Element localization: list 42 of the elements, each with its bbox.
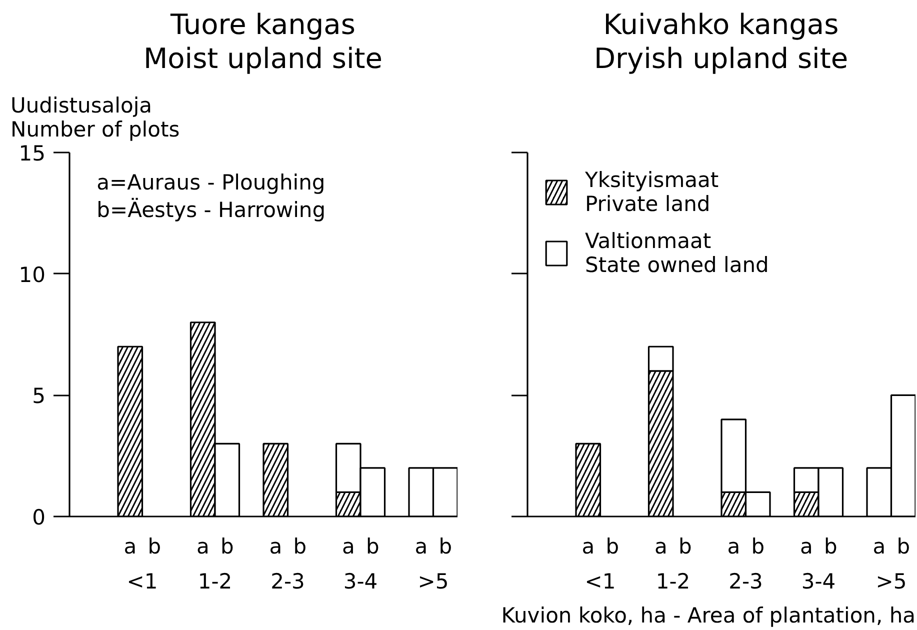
legend-label: Yksityismaat Private land	[585, 168, 719, 216]
x-tick-label: b	[606, 534, 620, 558]
x-tick-label: a	[727, 534, 740, 558]
text: >5	[876, 570, 907, 594]
x-tick-label: b	[438, 534, 452, 558]
annotation: b=Äestys - Harrowing	[96, 197, 326, 222]
text: 1-2	[198, 570, 232, 594]
x-tick-label: a	[124, 534, 137, 558]
x-tick-label: a	[196, 534, 210, 558]
y-tick-label: 5	[32, 384, 46, 408]
x-tick-label: b	[148, 534, 162, 558]
y-axis-title: Uudistusaloja Number of plots	[10, 94, 180, 142]
x-tick-label: b	[824, 534, 838, 558]
text: >5	[418, 570, 449, 594]
x-tick-label: a	[654, 534, 668, 558]
x-tick-label: a	[582, 534, 595, 558]
x-tick-label: b	[751, 534, 765, 558]
y-tick-label: 0	[32, 506, 46, 530]
x-tick-label: b	[896, 534, 910, 558]
text: <1	[126, 570, 158, 594]
annotation: a=Auraus - Ploughing	[96, 170, 326, 195]
text: 3-4	[801, 570, 836, 594]
x-tick-label: a	[872, 534, 886, 558]
x-tick-label: a	[342, 534, 355, 558]
text: 1-2	[656, 570, 690, 594]
x-tick-label: a	[800, 534, 813, 558]
x-tick-label: b	[220, 534, 234, 558]
x-tick-label: b	[366, 534, 380, 558]
legend-label: Valtionmaat State owned land	[585, 229, 769, 277]
y-tick-label: 10	[18, 262, 46, 287]
y-tick-label: 15	[18, 142, 46, 166]
chart-title: Tuore kangas Moist upland site	[144, 8, 382, 76]
x-axis-title: Kuvion koko, ha - Area of plantation, ha	[501, 604, 916, 628]
text: 2-3	[728, 570, 763, 594]
text: <1	[584, 570, 616, 594]
chart-title: Kuivahko kangas Dryish upland site	[594, 8, 848, 76]
x-tick-label: a	[269, 534, 282, 558]
text: 2-3	[270, 570, 305, 594]
x-tick-label: b	[293, 534, 307, 558]
text: 3-4	[343, 570, 378, 594]
x-tick-label: a	[414, 534, 428, 558]
x-tick-label: b	[678, 534, 692, 558]
